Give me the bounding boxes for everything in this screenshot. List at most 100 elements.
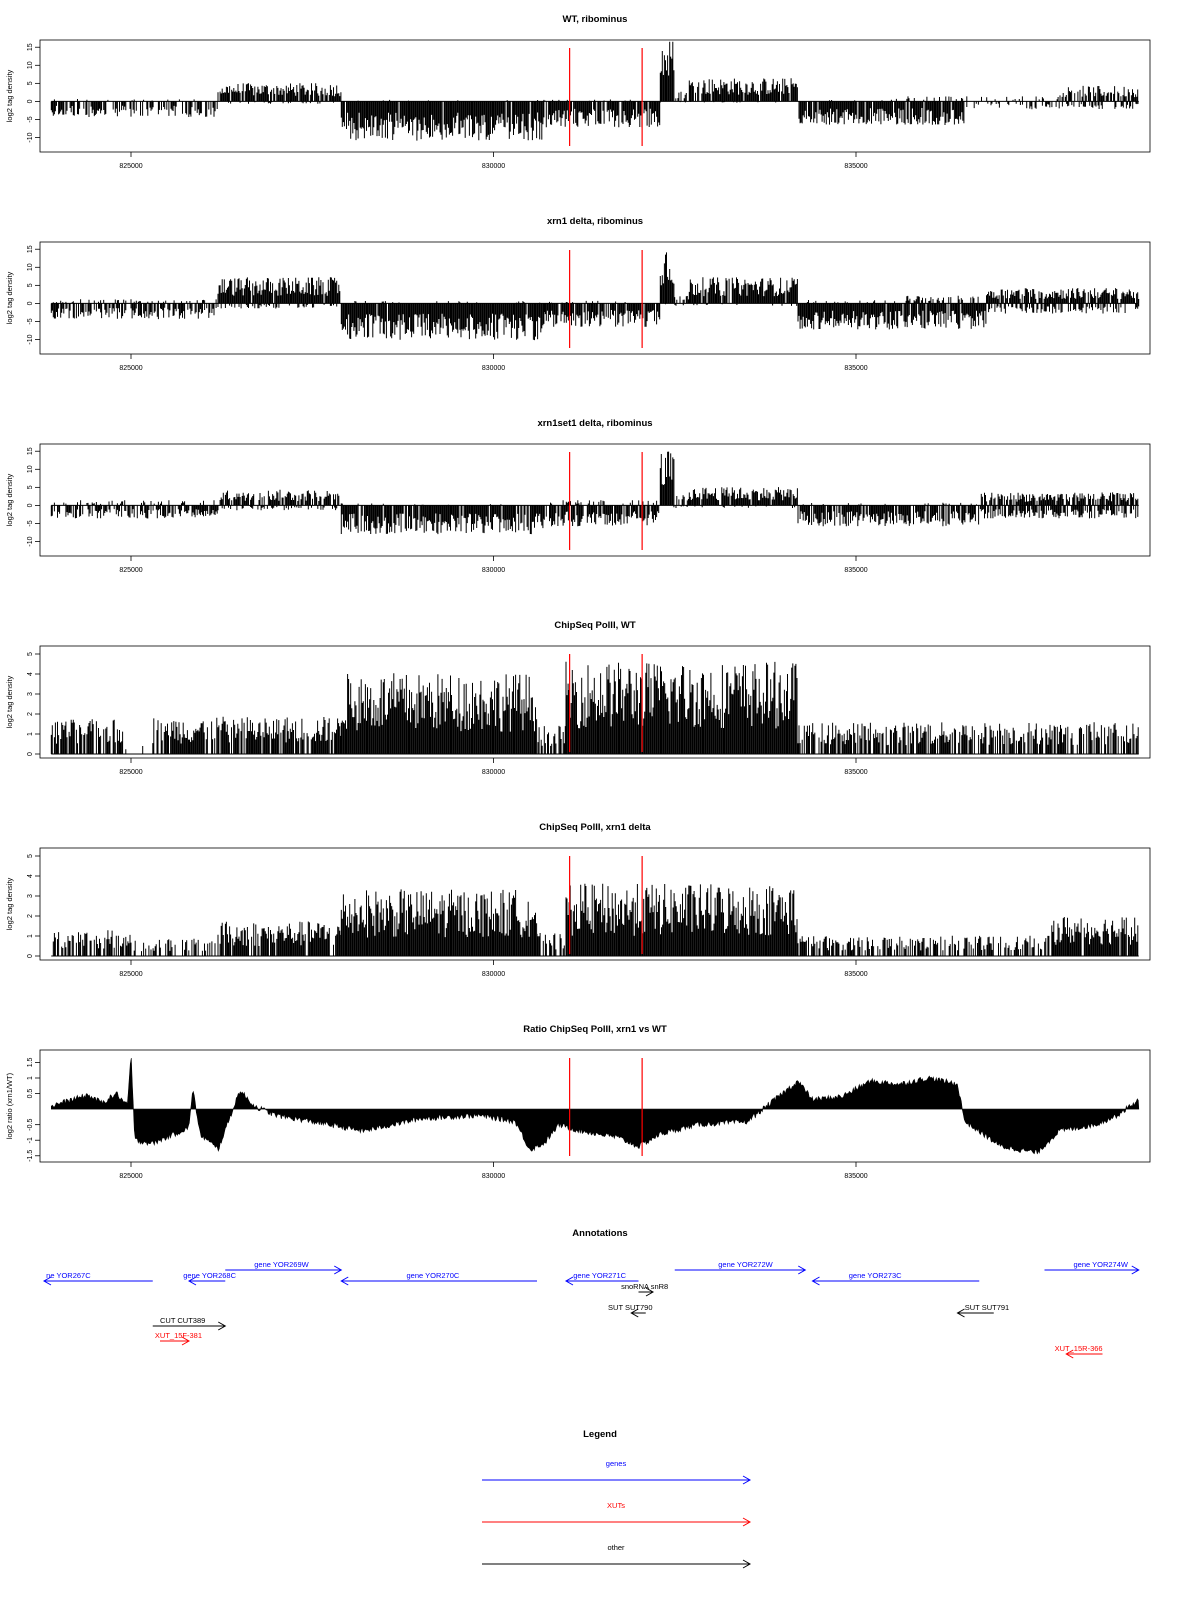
y-tick-label: 0 — [27, 752, 34, 756]
y-tick-label: 4 — [27, 874, 34, 878]
y-tick-label: 0 — [27, 954, 34, 958]
feature-label: ne YOR267C — [46, 1271, 91, 1280]
y-tick-label: -10 — [27, 334, 34, 344]
series-4 — [50, 661, 1139, 754]
y-tick-label: 0 — [27, 503, 34, 507]
arrowhead-icon — [645, 1287, 655, 1297]
y-tick-label: 5 — [27, 485, 34, 489]
x-tick-label: 825000 — [119, 163, 142, 170]
bars-plus-strand — [50, 661, 1139, 754]
bars-plus-strand — [53, 451, 1139, 506]
series-6 — [51, 1058, 1140, 1155]
arrowhead-icon — [1065, 1349, 1074, 1359]
x-tick-label: 835000 — [844, 1173, 867, 1180]
y-tick-label: 0 — [27, 99, 34, 103]
feature-label: gene YOR273C — [849, 1271, 902, 1280]
legend-label: other — [607, 1543, 625, 1552]
arrowhead-icon — [340, 1276, 349, 1286]
x-tick-label: 825000 — [119, 365, 142, 372]
y-tick-label: 3 — [27, 692, 34, 696]
feature-label: XUT_15R-366 — [1055, 1344, 1103, 1353]
x-tick-label: 830000 — [482, 365, 505, 372]
plot-frame — [39, 241, 1151, 355]
y-axis-label: log2 tag density — [5, 69, 14, 122]
legend-label: genes — [606, 1459, 627, 1468]
annotation-feature: CUT CUT389 — [152, 1316, 227, 1331]
annotation-feature: XUT_15R-366 — [1055, 1344, 1103, 1359]
feature-label: gene YOR269W — [254, 1260, 309, 1269]
arrowhead-icon — [181, 1336, 191, 1346]
annotations-panel: Annotations ne YOR267C gene YOR268C gene YO… — [42, 1228, 1140, 1359]
x-tick-label: 830000 — [482, 163, 505, 170]
y-axis-label: log2 tag density — [5, 675, 14, 728]
arrowhead-icon — [742, 1475, 752, 1485]
bars-plus-strand — [52, 883, 1139, 956]
ratio-area — [51, 1058, 1140, 1155]
legend-item-genes: genes — [482, 1459, 752, 1485]
legend-item-other: other — [482, 1543, 752, 1569]
x-tick-label: 825000 — [119, 1173, 142, 1180]
bars-plus-strand — [52, 252, 1140, 304]
y-tick-label: 5 — [27, 652, 34, 656]
annotation-feature: snoRNA snR8 — [621, 1282, 668, 1297]
plot-frame — [39, 1049, 1151, 1163]
annotation-feature: gene YOR273C — [811, 1271, 980, 1286]
chart-panel-3: xrn1set1 delta, ribominus log2 tag densit… — [5, 418, 1151, 574]
plot-frame — [39, 39, 1151, 153]
feature-label: gene YOR274W — [1074, 1260, 1129, 1269]
y-tick-label: 0.5 — [27, 1089, 34, 1099]
legend-label: XUTs — [607, 1501, 625, 1510]
arrowhead-icon — [42, 1276, 52, 1286]
x-tick-label: 825000 — [119, 769, 142, 776]
x-tick-label: 830000 — [482, 769, 505, 776]
annotation-feature: ne YOR267C — [42, 1271, 153, 1286]
feature-label: XUT_15F-381 — [155, 1331, 202, 1340]
y-axis-label: log2 tag density — [5, 271, 14, 324]
x-tick-label: 825000 — [119, 567, 142, 574]
x-tick-label: 830000 — [482, 971, 505, 978]
chart-panel-4: ChipSeq PolII, WT log2 tag density 0 1 2 3 4 5 8… — [5, 620, 1151, 776]
y-tick-label: 5 — [27, 854, 34, 858]
feature-label: gene YOR272W — [718, 1260, 773, 1269]
chart-panel-2: xrn1 delta, ribominus log2 tag density -10… — [5, 216, 1151, 372]
legend-item-xuts: XUTs — [482, 1501, 752, 1527]
y-tick-label: -5 — [27, 116, 34, 122]
annotation-feature: gene YOR268C — [183, 1271, 237, 1286]
feature-label: gene YOR268C — [183, 1271, 236, 1280]
chart-title: ChipSeq PolII, WT — [554, 620, 635, 631]
y-axis-label: log2 tag density — [5, 473, 14, 526]
y-tick-label: 1 — [27, 934, 34, 938]
bars-plus-strand — [53, 41, 1139, 102]
y-tick-label: 0 — [27, 301, 34, 305]
y-tick-label: 15 — [27, 245, 34, 253]
plot-frame — [39, 645, 1151, 759]
bars-minus-strand — [50, 303, 1140, 341]
feature-label: snoRNA snR8 — [621, 1282, 668, 1291]
annotation-feature: gene YOR274W — [1044, 1260, 1140, 1275]
y-axis-label: log2 ratio (xrn1/WT) — [5, 1072, 14, 1139]
y-tick-label: 1.5 — [27, 1057, 34, 1067]
chart-title: xrn1 delta, ribominus — [547, 216, 643, 227]
series-1 — [50, 41, 1139, 141]
arrowhead-icon — [630, 1308, 639, 1318]
y-tick-label: -5 — [27, 318, 34, 324]
chart-panel-1: WT, ribominus log2 tag density -10 -5 0 5 10 15… — [5, 14, 1151, 170]
arrowhead-icon — [564, 1276, 574, 1286]
y-tick-label: 10 — [27, 61, 34, 69]
y-tick-label: -1 — [27, 1137, 34, 1143]
y-tick-label: 2 — [27, 712, 34, 716]
arrowhead-icon — [956, 1308, 965, 1318]
x-tick-label: 835000 — [844, 567, 867, 574]
y-tick-label: -1.5 — [27, 1150, 34, 1162]
chart-panel-5: ChipSeq PolII, xrn1 delta log2 tag densit… — [5, 822, 1151, 978]
x-tick-label: 825000 — [119, 971, 142, 978]
bars-minus-strand — [50, 101, 1139, 141]
y-tick-label: -5 — [27, 520, 34, 526]
plot-frame — [39, 443, 1151, 557]
chart-title: Ratio ChipSeq PolII, xrn1 vs WT — [523, 1024, 667, 1035]
legend-title: Legend — [583, 1429, 617, 1440]
arrowhead-icon — [742, 1517, 752, 1527]
annotation-feature: SUT SUT790 — [608, 1303, 653, 1318]
arrowhead-icon — [187, 1276, 197, 1286]
x-tick-label: 835000 — [844, 769, 867, 776]
